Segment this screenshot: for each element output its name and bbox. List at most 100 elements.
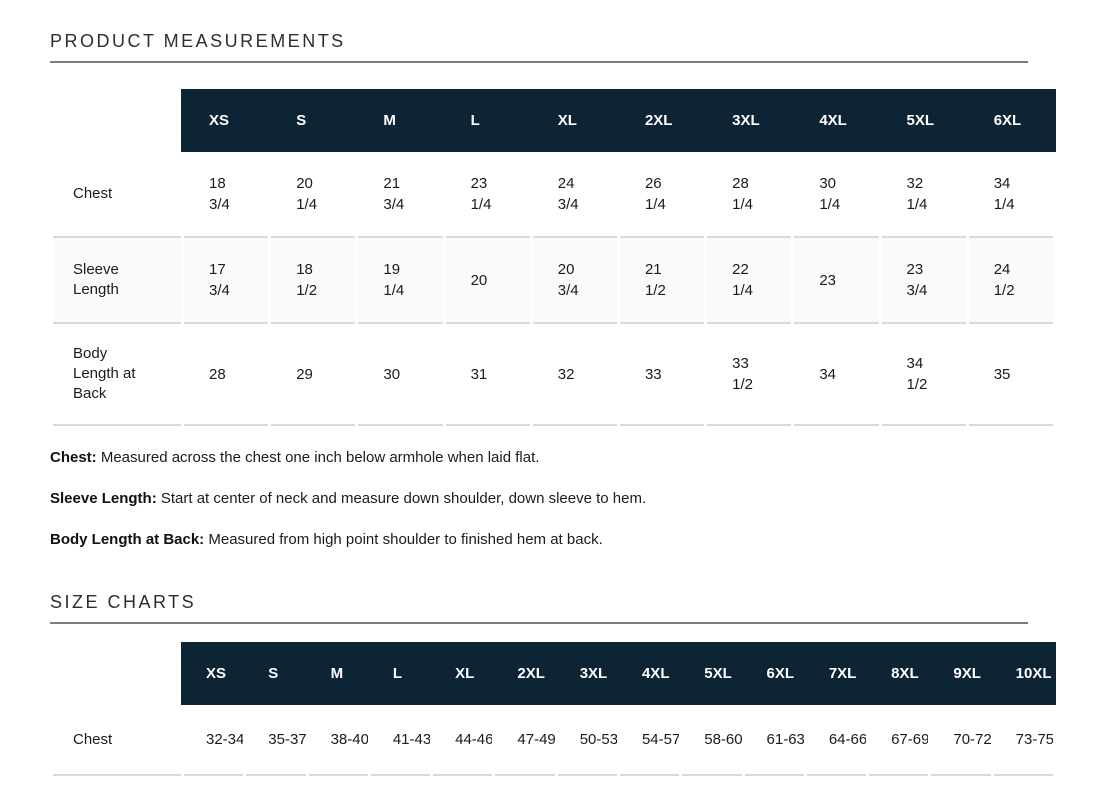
measurement-cell: 18 3/4 xyxy=(184,152,269,238)
measurement-value: 18 3/4 xyxy=(209,175,230,213)
measurement-cell: 21 3/4 xyxy=(358,152,443,238)
size-column-header: XS xyxy=(184,89,269,152)
measurement-value: 23 1/4 xyxy=(470,175,492,213)
measurement-cell: 23 1/4 xyxy=(445,152,530,238)
measurement-cell: 73-75 xyxy=(993,705,1053,776)
size-column-header: 3XL xyxy=(557,642,617,705)
table-row: Body Length at Back 28 29 30 31 32 33 33 1/2 34 3… xyxy=(53,324,1053,426)
measurement-value: 33 1/2 xyxy=(732,355,753,393)
size-column-header: 5XL xyxy=(682,642,742,705)
measurement-cell: 50-53 xyxy=(557,705,617,776)
size-column-header: XL xyxy=(532,89,617,152)
measurement-cell: 32 1/4 xyxy=(881,152,966,238)
measurement-value: 23 3/4 xyxy=(906,261,928,299)
size-column-header: 2XL xyxy=(495,642,555,705)
size-chart-table-wrapper: XS S M L XL 2XL 3XL 4XL 5XL 6XL 7XL 8XL 9XL 10XL Ches… xyxy=(50,624,1056,776)
measurement-cell: 54-57 xyxy=(619,705,680,776)
measurement-value: 33 xyxy=(644,365,662,383)
row-label: Body Length at Back xyxy=(53,324,181,426)
measurement-cell: 28 1/4 xyxy=(707,152,792,238)
measurement-value: 32-34 xyxy=(206,731,244,748)
measurement-cell: 19 1/4 xyxy=(358,238,443,324)
measurement-value: 35 xyxy=(993,365,1011,383)
measurement-value: 23 xyxy=(819,271,836,289)
size-column-header: 7XL xyxy=(806,642,867,705)
measurement-value: 28 xyxy=(209,365,226,383)
table-row: Chest 32-34 35-37 38-40 41-43 44-46 47-49 50-53… xyxy=(53,705,1053,776)
measurement-value: 24 1/2 xyxy=(993,261,1015,299)
measurement-value: 34 1/2 xyxy=(906,355,928,393)
measurement-value: 44-46 xyxy=(455,731,493,748)
measurement-cell: 22 1/4 xyxy=(707,238,792,324)
measurement-cell: 35-37 xyxy=(246,705,306,776)
measurement-cell: 18 1/2 xyxy=(271,238,356,324)
size-column-header: 5XL xyxy=(881,89,966,152)
measurement-value: 34 1/4 xyxy=(993,175,1015,213)
measurement-cell: 33 xyxy=(619,324,705,426)
table-corner-cell xyxy=(53,642,181,705)
measurement-value: 30 1/4 xyxy=(819,175,841,213)
size-charts-section: SIZE CHARTS XS S M L XL 2XL 3XL 4XL 5XL 6XL 7XL 8XL… xyxy=(50,591,1056,776)
measurement-value: 32 1/4 xyxy=(906,175,928,213)
measurement-value: 70-72 xyxy=(953,731,991,748)
measurement-cell: 30 1/4 xyxy=(794,152,879,238)
measurement-cell: 47-49 xyxy=(495,705,555,776)
measurement-cell: 70-72 xyxy=(931,705,991,776)
measurement-value: 67-69 xyxy=(891,731,929,748)
size-chart-table: XS S M L XL 2XL 3XL 4XL 5XL 6XL 7XL 8XL 9XL 10XL Ches… xyxy=(50,642,1056,776)
note-term: Sleeve Length: xyxy=(50,490,157,507)
measurement-value: 64-66 xyxy=(828,731,867,748)
size-column-header: 6XL xyxy=(744,642,804,705)
measurement-cell: 33 1/2 xyxy=(707,324,792,426)
row-label: Sleeve Length xyxy=(53,238,181,324)
measurement-notes: Chest: Measured across the chest one inc… xyxy=(50,448,1056,550)
size-column-header: 10XL xyxy=(993,642,1053,705)
measurement-value: 19 1/4 xyxy=(383,261,405,299)
measurement-cell: 44-46 xyxy=(433,705,493,776)
measurement-value: 50-53 xyxy=(579,731,617,748)
measurement-cell: 64-66 xyxy=(806,705,867,776)
note-term: Chest: xyxy=(50,449,97,466)
measurement-cell: 34 1/2 xyxy=(881,324,966,426)
table-row: Chest 18 3/4 20 1/4 21 3/4 23 1/4 24 3/4 26 1/… xyxy=(53,152,1053,238)
measurement-cell: 20 1/4 xyxy=(271,152,356,238)
measurement-cell: 23 3/4 xyxy=(881,238,966,324)
size-column-header: L xyxy=(370,642,431,705)
size-column-header: 2XL xyxy=(619,89,705,152)
measurement-value: 21 1/2 xyxy=(644,261,666,299)
measurement-value: 73-75 xyxy=(1015,731,1053,748)
measurement-cell: 32 xyxy=(532,324,617,426)
measurement-value: 47-49 xyxy=(517,731,555,748)
table-corner-cell xyxy=(53,89,181,152)
measurement-value: 24 3/4 xyxy=(557,175,579,213)
row-label: Chest xyxy=(53,705,181,776)
measurement-cell: 61-63 xyxy=(744,705,804,776)
measurement-cell: 41-43 xyxy=(370,705,431,776)
measurement-note: Chest: Measured across the chest one inc… xyxy=(50,449,540,466)
measurement-value: 54-57 xyxy=(641,731,680,748)
size-charts-heading: SIZE CHARTS xyxy=(50,591,1028,624)
measurement-value: 41-43 xyxy=(392,731,431,748)
product-measurements-section: PRODUCT MEASUREMENTS XS S M L XL 2XL 3XL 4XL 5XL… xyxy=(50,30,1056,550)
note-term: Body Length at Back: xyxy=(50,531,205,548)
measurement-cell: 58-60 xyxy=(682,705,742,776)
product-measurements-heading: PRODUCT MEASUREMENTS xyxy=(50,30,1028,63)
measurement-cell: 32-34 xyxy=(184,705,244,776)
measurement-value: 18 1/2 xyxy=(296,261,318,299)
measurement-cell: 26 1/4 xyxy=(619,152,705,238)
product-measurements-table: XS S M L XL 2XL 3XL 4XL 5XL 6XL Chest 18 3/4 20 1/4… xyxy=(50,89,1056,426)
measurement-value: 61-63 xyxy=(766,731,804,748)
row-label: Chest xyxy=(53,152,181,238)
size-header-row: XS S M L XL 2XL 3XL 4XL 5XL 6XL 7XL 8XL 9XL 10XL xyxy=(53,642,1053,705)
measurement-value: 26 1/4 xyxy=(644,175,666,213)
size-column-header: XS xyxy=(184,642,244,705)
size-column-header: 4XL xyxy=(619,642,680,705)
measurement-cell: 67-69 xyxy=(869,705,929,776)
measurement-cell: 24 3/4 xyxy=(532,152,617,238)
measurement-value: 32 xyxy=(557,365,575,383)
measurement-value: 30 xyxy=(383,365,401,383)
size-column-header: XL xyxy=(433,642,493,705)
size-column-header: M xyxy=(308,642,368,705)
measurement-value: 17 3/4 xyxy=(209,261,230,299)
